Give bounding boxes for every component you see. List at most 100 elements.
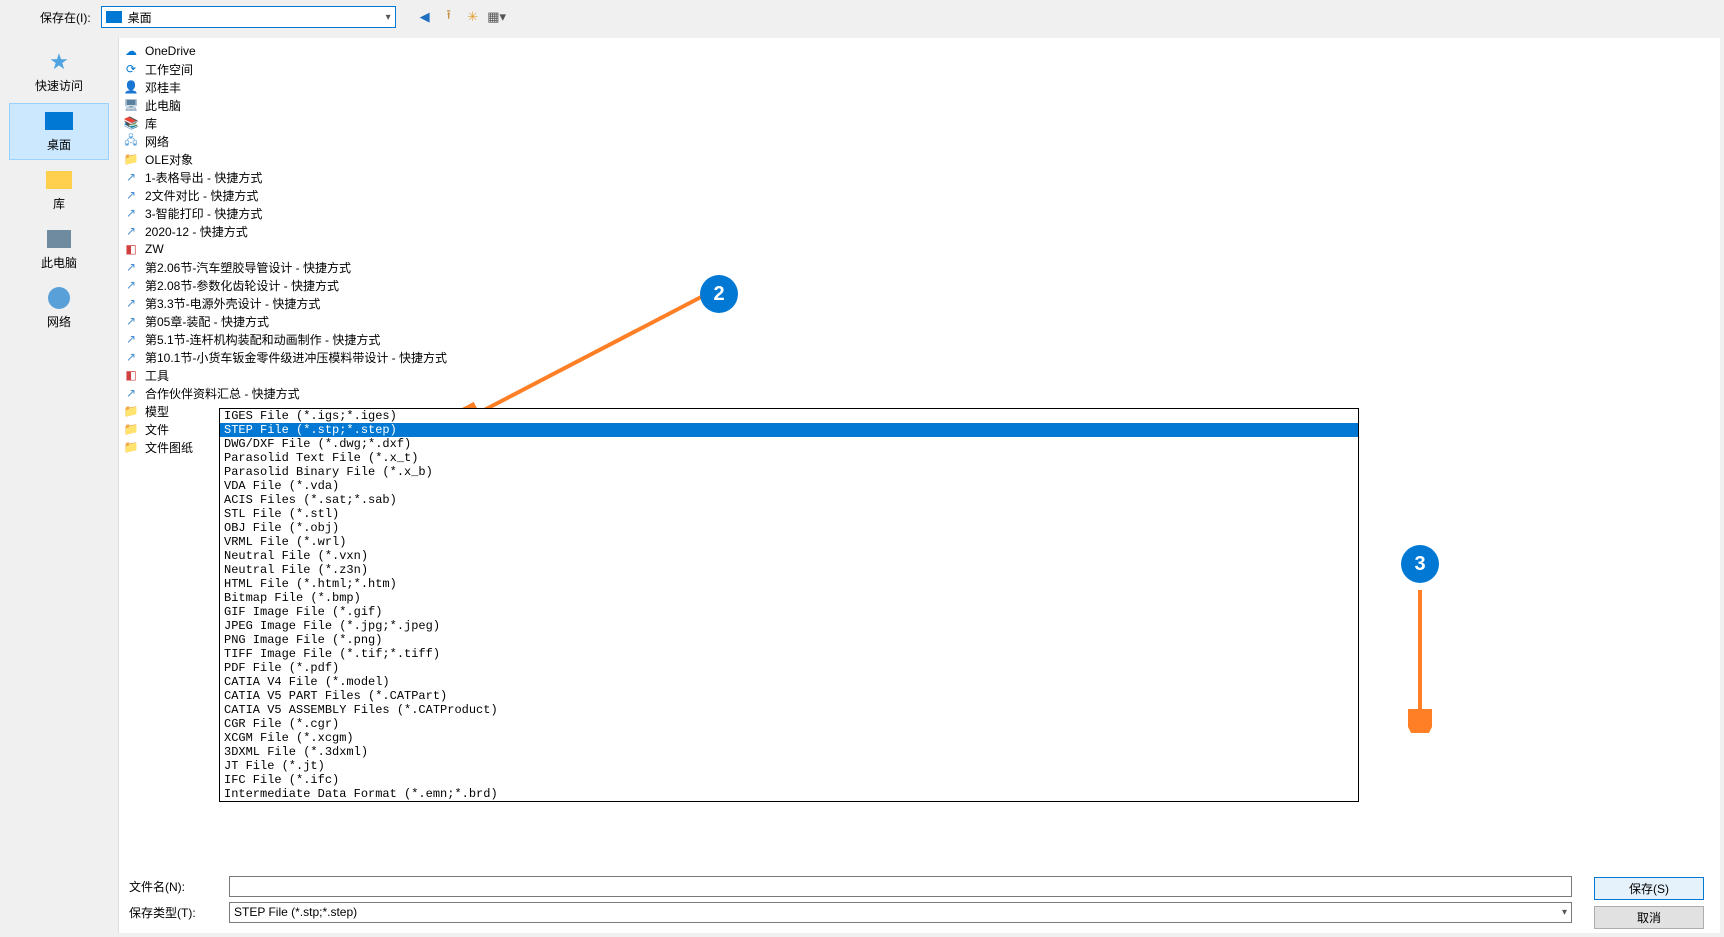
sidebar-item-label: 快速访问 [35,77,83,94]
file-row[interactable]: ⟳工作空间 [119,60,1720,78]
file-row[interactable]: ↗2文件对比 - 快捷方式 [119,186,1720,204]
file-name: 工作空间 [145,61,193,78]
network-icon [45,287,73,309]
cloud-icon: ☁ [123,44,139,58]
filetype-option[interactable]: STL File (*.stl) [220,507,1358,521]
filetype-option[interactable]: CGR File (*.cgr) [220,717,1358,731]
file-row[interactable]: ↗第3.3节-电源外壳设计 - 快捷方式 [119,294,1720,312]
file-name: 网络 [145,133,169,150]
filetype-dropdown-list[interactable]: IGES File (*.igs;*.iges)STEP File (*.stp… [219,408,1359,802]
save-dialog: 保存在(I): 桌面 ▾ ◀ ⭱ ✳ ▦▾ ★快速访问桌面库此电脑网络 ☁One… [0,0,1724,937]
filetype-option[interactable]: CATIA V4 File (*.model) [220,675,1358,689]
file-row[interactable]: 🖥此电脑 [119,96,1720,114]
file-row[interactable]: 📁OLE对象 [119,150,1720,168]
chevron-down-icon: ▾ [1562,907,1567,918]
file-name: 文件图纸 [145,439,193,456]
location-combobox[interactable]: 桌面 ▾ [101,6,396,28]
filetype-option[interactable]: VDA File (*.vda) [220,479,1358,493]
file-name: 3-智能打印 - 快捷方式 [145,205,262,222]
sidebar-item-label: 网络 [47,313,71,330]
filetype-option[interactable]: IFC File (*.ifc) [220,773,1358,787]
up-icon[interactable]: ⭱ [440,8,458,26]
shortcut-icon: ↗ [123,278,139,292]
lib-icon: 📚 [123,116,139,130]
file-row[interactable]: 📚库 [119,114,1720,132]
filetype-option[interactable]: PNG Image File (*.png) [220,633,1358,647]
file-row[interactable]: ↗2020-12 - 快捷方式 [119,222,1720,240]
new-folder-icon[interactable]: ✳ [464,8,482,26]
dialog-buttons: 保存(S) 取消 [1594,877,1704,929]
file-row[interactable]: 🖧 网络 [119,132,1720,150]
view-menu-icon[interactable]: ▦▾ [488,8,506,26]
filetype-option[interactable]: 3DXML File (*.3dxml) [220,745,1358,759]
sidebar-item-label: 库 [53,195,65,212]
shortcut-icon: ↗ [123,260,139,274]
filetype-option[interactable]: CATIA V5 ASSEMBLY Files (*.CATProduct) [220,703,1358,717]
file-row[interactable]: ↗第05章-装配 - 快捷方式 [119,312,1720,330]
filename-input[interactable] [229,876,1572,897]
filetype-option[interactable]: TIFF Image File (*.tif;*.tiff) [220,647,1358,661]
sidebar-item-monitor[interactable]: 桌面 [9,103,109,160]
shortcut-icon: ↗ [123,296,139,310]
filetype-value: STEP File (*.stp;*.step) [234,905,357,919]
file-row[interactable]: ↗合作伙伴资料汇总 - 快捷方式 [119,384,1720,402]
file-name: 1-表格导出 - 快捷方式 [145,169,262,186]
filetype-option[interactable]: IGES File (*.igs;*.iges) [220,409,1358,423]
file-list[interactable]: ☁OneDrive⟳工作空间👤邓桂丰🖥此电脑📚库🖧网络📁OLE对象↗1-表格导出… [119,38,1720,460]
file-row[interactable]: ↗第2.06节-汽车塑胶导管设计 - 快捷方式 [119,258,1720,276]
filetype-option[interactable]: Bitmap File (*.bmp) [220,591,1358,605]
shortcut-icon: ↗ [123,188,139,202]
file-name: 第2.08节-参数化齿轮设计 - 快捷方式 [145,277,339,294]
filetype-option[interactable]: XCGM File (*.xcgm) [220,731,1358,745]
back-icon[interactable]: ◀ [416,8,434,26]
filetype-option[interactable]: Parasolid Binary File (*.x_b) [220,465,1358,479]
filetype-option[interactable]: PDF File (*.pdf) [220,661,1358,675]
filetype-option[interactable]: Intermediate Data Format (*.emn;*.brd) [220,787,1358,801]
filetype-option[interactable]: JT File (*.jt) [220,759,1358,773]
shortcut-icon: ↗ [123,224,139,238]
filetype-option[interactable]: Parasolid Text File (*.x_t) [220,451,1358,465]
file-row[interactable]: ↗3-智能打印 - 快捷方式 [119,204,1720,222]
folder-icon [45,169,73,191]
filetype-option[interactable]: VRML File (*.wrl) [220,535,1358,549]
file-row[interactable]: 👤邓桂丰 [119,78,1720,96]
filetype-option[interactable]: GIF Image File (*.gif) [220,605,1358,619]
filetype-option[interactable]: Neutral File (*.vxn) [220,549,1358,563]
filetype-option[interactable]: HTML File (*.html;*.htm) [220,577,1358,591]
sidebar-item-pc[interactable]: 此电脑 [9,221,109,278]
sidebar-item-folder[interactable]: 库 [9,162,109,219]
net-icon: 🖧 [123,134,139,148]
file-row[interactable]: ↗ 第2.08节-参数化齿轮设计 - 快捷方式 [119,276,1720,294]
filename-label: 文件名(N): [127,878,219,895]
filetype-option[interactable]: CATIA V5 PART Files (*.CATPart) [220,689,1358,703]
main-area: ★快速访问桌面库此电脑网络 ☁OneDrive⟳工作空间👤邓桂丰🖥此电脑📚库🖧网… [0,34,1724,937]
file-row[interactable]: ↗第5.1节-连杆机构装配和动画制作 - 快捷方式 [119,330,1720,348]
file-name: OneDrive [145,44,196,58]
content-area: ☁OneDrive⟳工作空间👤邓桂丰🖥此电脑📚库🖧网络📁OLE对象↗1-表格导出… [118,38,1720,933]
sidebar-item-network[interactable]: 网络 [9,280,109,337]
filetype-option[interactable]: STEP File (*.stp;*.step) [220,423,1358,437]
cancel-button[interactable]: 取消 [1594,906,1704,929]
location-text: 桌面 [128,9,386,26]
file-name: 第10.1节-小货车钣金零件级进冲压模料带设计 - 快捷方式 [145,349,447,366]
star-icon: ★ [45,51,73,73]
file-name: OLE对象 [145,151,193,168]
sidebar-item-star[interactable]: ★ 快速访问 [9,44,109,101]
file-row[interactable]: ↗第10.1节-小货车钣金零件级进冲压模料带设计 - 快捷方式 [119,348,1720,366]
filetype-option[interactable]: DWG/DXF File (*.dwg;*.dxf) [220,437,1358,451]
folder-icon: 📁 [123,440,139,454]
filetype-combobox[interactable]: STEP File (*.stp;*.step) ▾ [229,902,1572,923]
file-row[interactable]: ◧ZW [119,240,1720,258]
shortcut-icon: ↗ [123,170,139,184]
filetype-option[interactable]: OBJ File (*.obj) [220,521,1358,535]
filetype-row: 保存类型(T): STEP File (*.stp;*.step) ▾ [127,899,1572,925]
file-row[interactable]: ◧工具 [119,366,1720,384]
filetype-option[interactable]: JPEG Image File (*.jpg;*.jpeg) [220,619,1358,633]
filetype-option[interactable]: ACIS Files (*.sat;*.sab) [220,493,1358,507]
file-row[interactable]: ↗ 1-表格导出 - 快捷方式 [119,168,1720,186]
file-row[interactable]: ☁ OneDrive [119,42,1720,60]
file-name: 工具 [145,367,169,384]
filetype-option[interactable]: Neutral File (*.z3n) [220,563,1358,577]
save-button[interactable]: 保存(S) [1594,877,1704,900]
bottom-fields: 文件名(N): 保存类型(T): STEP File (*.stp;*.step… [119,873,1580,925]
